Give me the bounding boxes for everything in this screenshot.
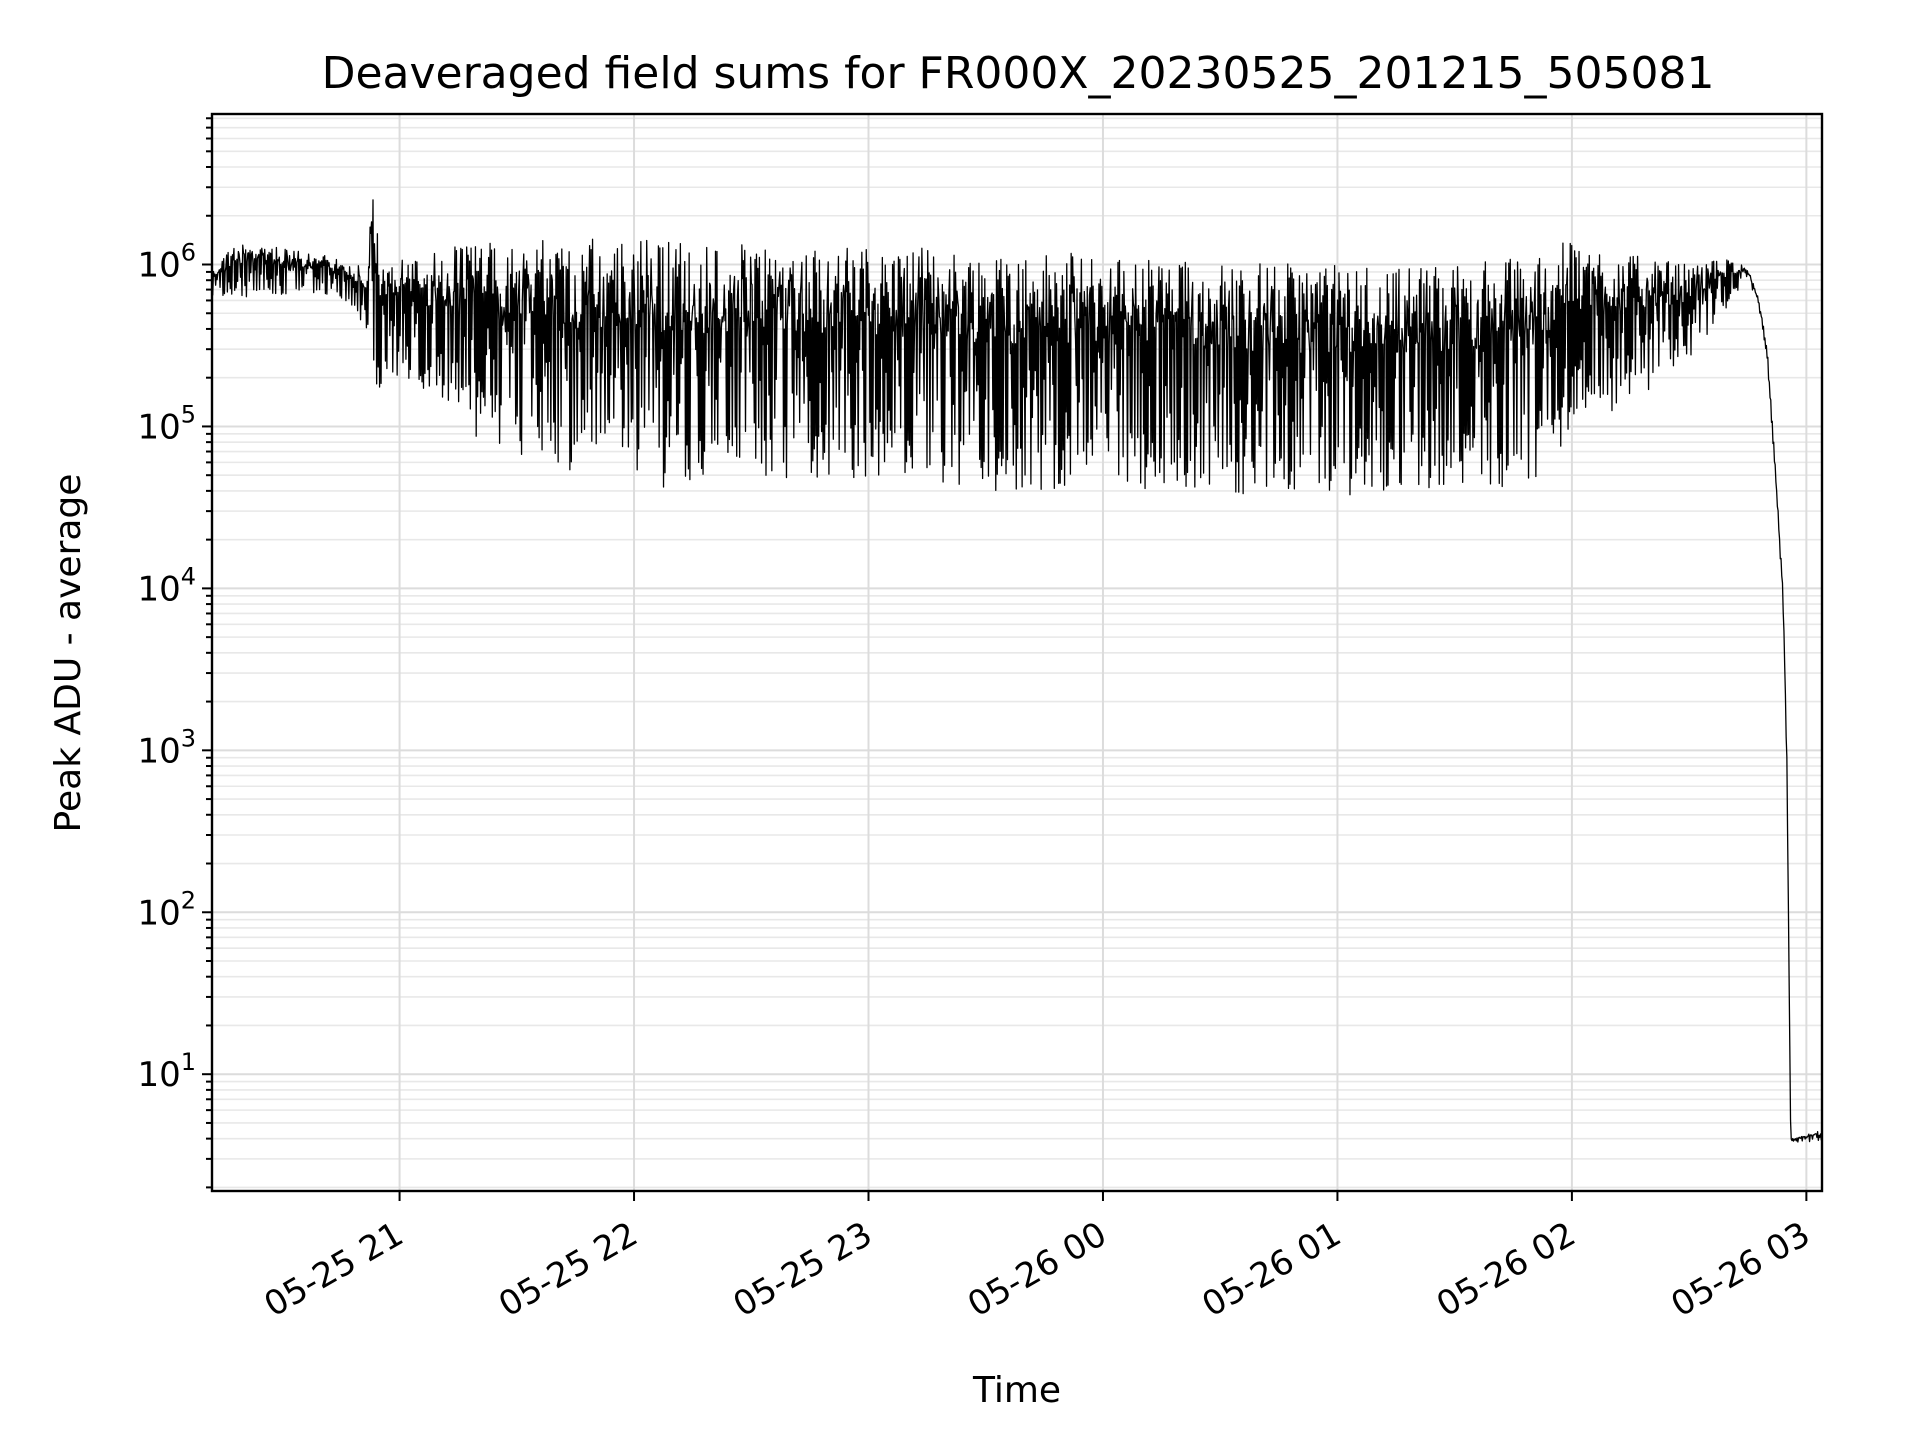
y-tick-label: 101 xyxy=(137,1048,196,1095)
x-axis: 05-25 21 05-25 22 05-25 23 05-26 00 05-26 01… xyxy=(258,1191,1817,1325)
x-tick-label: 05-26 00 xyxy=(961,1214,1113,1325)
x-tick-label: 05-25 22 xyxy=(492,1214,644,1325)
y-axis-label: Peak ADU - average xyxy=(48,474,89,833)
x-tick-label: 05-25 21 xyxy=(258,1214,410,1325)
y-tick-label: 104 xyxy=(137,562,196,609)
x-tick-label: 05-26 03 xyxy=(1664,1214,1816,1325)
chart-title: Deaveraged field sums for FR000X_2023052… xyxy=(322,48,1715,99)
series-line xyxy=(211,199,1823,1143)
x-tick-label: 05-26 01 xyxy=(1196,1214,1348,1325)
y-tick-label: 102 xyxy=(137,886,196,933)
y-axis: 101 102 103 104 105 106 xyxy=(137,117,212,1189)
y-tick-label: 105 xyxy=(137,400,196,447)
grid-layer xyxy=(212,114,1822,1191)
data-layer xyxy=(211,199,1823,1143)
y-tick-label: 106 xyxy=(137,239,196,286)
y-tick-label: 103 xyxy=(137,724,196,771)
x-tick-label: 05-25 23 xyxy=(727,1214,879,1325)
x-axis-label: Time xyxy=(972,1370,1061,1411)
x-tick-label: 05-26 02 xyxy=(1430,1214,1582,1325)
